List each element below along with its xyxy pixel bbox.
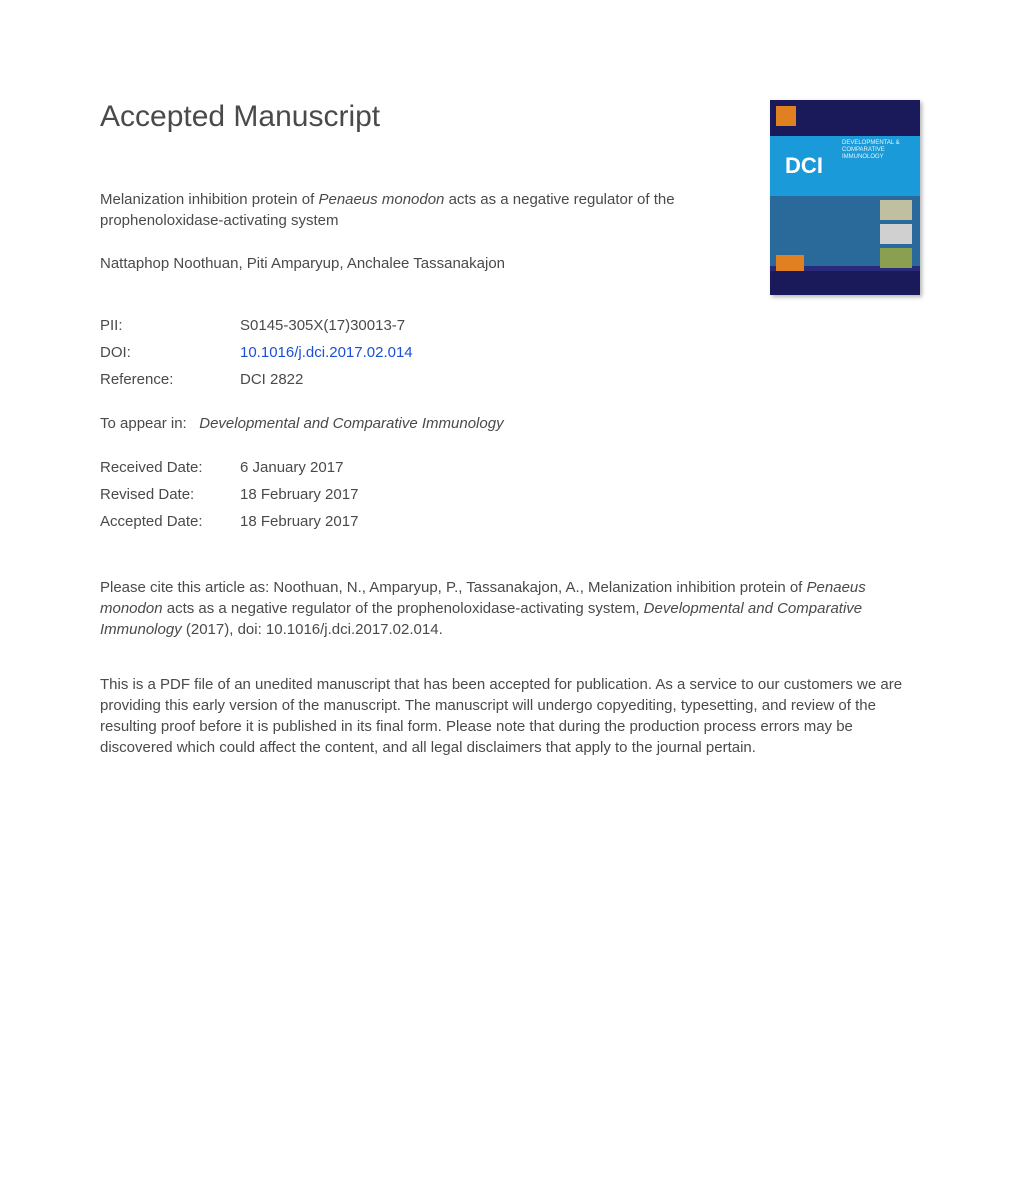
- received-value: 6 January 2017: [240, 454, 358, 481]
- title-part-1: Melanization inhibition protein of: [100, 191, 318, 208]
- citation-part-1: Please cite this article as: Noothuan, N…: [100, 579, 807, 596]
- journal-cover-image: DCI DEVELOPMENTAL & COMPARATIVE IMMUNOLO…: [770, 100, 920, 295]
- doi-link[interactable]: 10.1016/j.dci.2017.02.014: [240, 344, 413, 361]
- to-appear-in: To appear in: Developmental and Comparat…: [100, 415, 920, 432]
- dates-row-received: Received Date: 6 January 2017: [100, 454, 358, 481]
- cover-subtitle: DEVELOPMENTAL & COMPARATIVE IMMUNOLOGY: [838, 136, 920, 196]
- disclaimer-text: This is a PDF file of an unedited manusc…: [100, 674, 920, 758]
- appear-label: To appear in:: [100, 415, 187, 432]
- metadata-row-pii: PII: S0145-305X(17)30013-7: [100, 312, 413, 339]
- title-species: Penaeus monodon: [318, 191, 444, 208]
- reference-value: DCI 2822: [240, 366, 413, 393]
- accepted-value: 18 February 2017: [240, 508, 358, 535]
- article-title: Melanization inhibition protein of Penae…: [100, 189, 720, 231]
- cover-dci-label: DCI: [770, 136, 838, 196]
- received-label: Received Date:: [100, 454, 240, 481]
- doi-label: DOI:: [100, 339, 240, 366]
- dates-row-revised: Revised Date: 18 February 2017: [100, 481, 358, 508]
- citation-text: Please cite this article as: Noothuan, N…: [100, 577, 900, 640]
- metadata-table: PII: S0145-305X(17)30013-7 DOI: 10.1016/…: [100, 312, 413, 393]
- citation-part-2: acts as a negative regulator of the prop…: [163, 600, 644, 617]
- revised-value: 18 February 2017: [240, 481, 358, 508]
- dates-table: Received Date: 6 January 2017 Revised Da…: [100, 454, 358, 535]
- pii-value: S0145-305X(17)30013-7: [240, 312, 413, 339]
- dates-row-accepted: Accepted Date: 18 February 2017: [100, 508, 358, 535]
- accepted-label: Accepted Date:: [100, 508, 240, 535]
- revised-label: Revised Date:: [100, 481, 240, 508]
- pii-label: PII:: [100, 312, 240, 339]
- journal-cover: DCI DEVELOPMENTAL & COMPARATIVE IMMUNOLO…: [770, 100, 920, 295]
- reference-label: Reference:: [100, 366, 240, 393]
- appear-journal: Developmental and Comparative Immunology: [199, 415, 503, 432]
- metadata-row-doi: DOI: 10.1016/j.dci.2017.02.014: [100, 339, 413, 366]
- metadata-row-reference: Reference: DCI 2822: [100, 366, 413, 393]
- citation-part-3: (2017), doi: 10.1016/j.dci.2017.02.014.: [182, 621, 443, 638]
